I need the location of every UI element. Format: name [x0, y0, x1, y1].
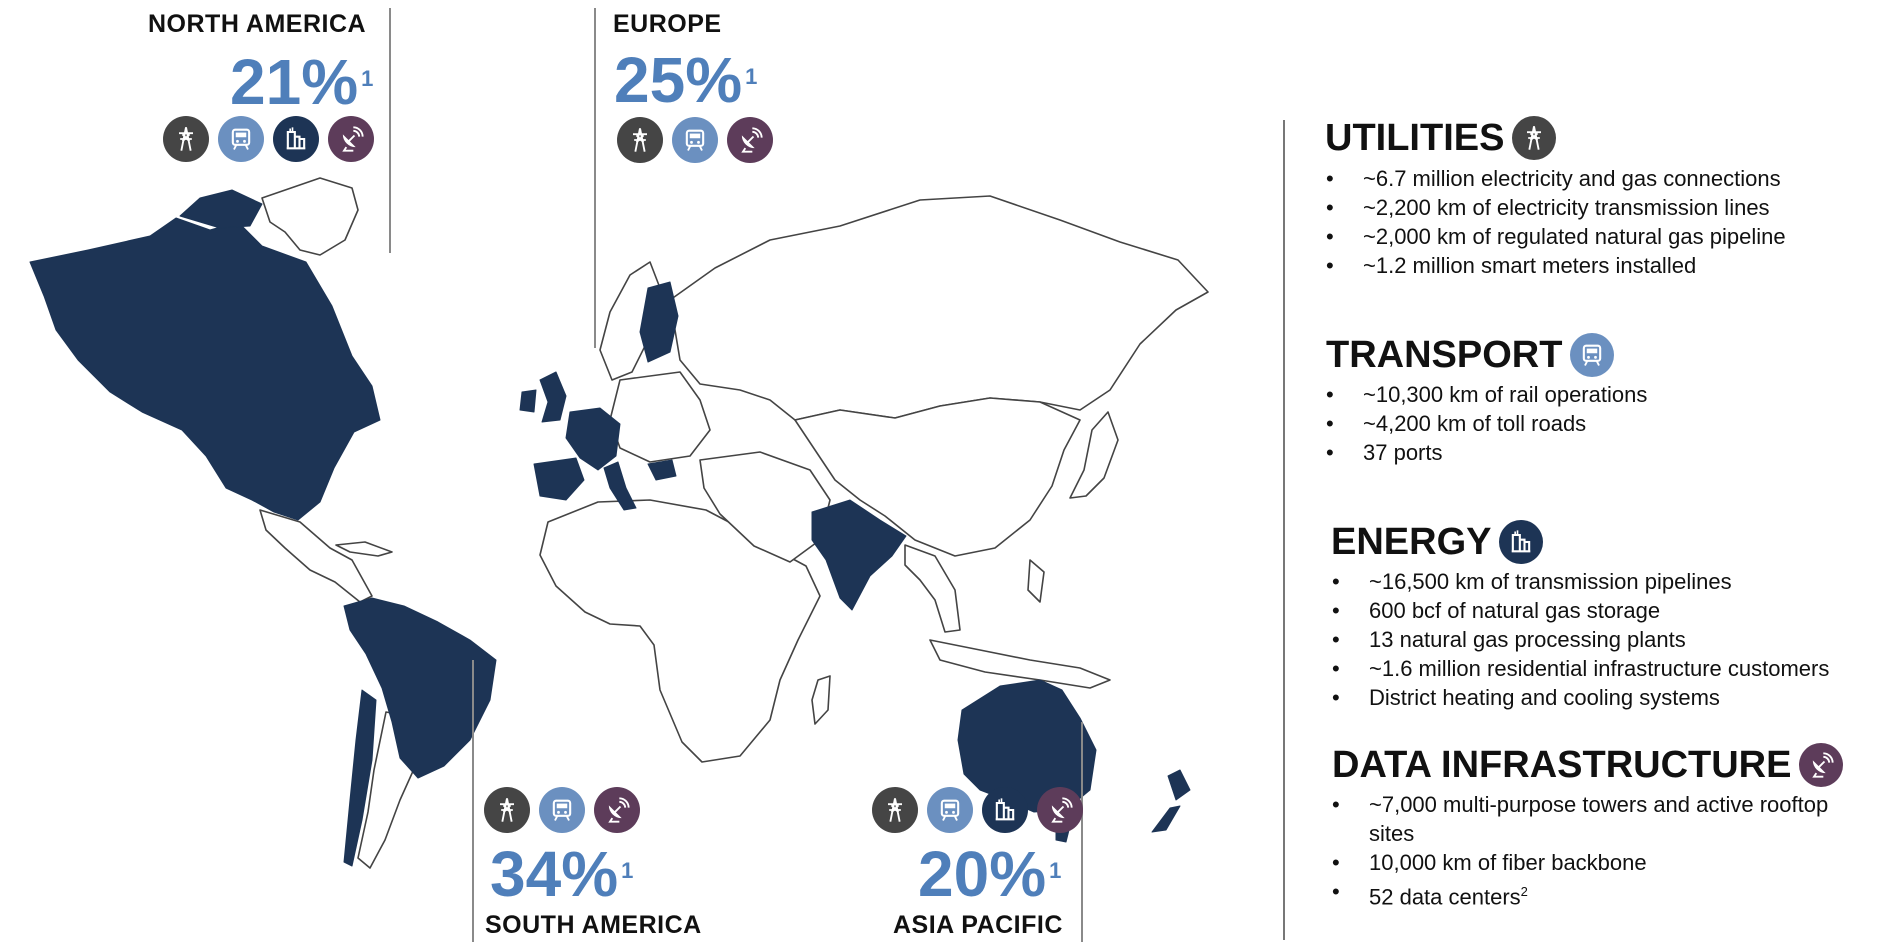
data-centers-footnote: 2	[1520, 884, 1528, 899]
europe-label: EUROPE	[613, 10, 722, 38]
europe-percent: 25% 1	[614, 44, 758, 116]
data-infrastructure-list: ~7,000 multi-purpose towers and active r…	[1332, 790, 1832, 911]
transport-icon	[672, 117, 718, 163]
list-item: District heating and cooling systems	[1332, 683, 1829, 712]
southeast-asia-shape	[904, 544, 961, 633]
transport-icon	[218, 116, 264, 162]
western-europe-shape	[565, 407, 621, 471]
energy-list: ~16,500 km of transmission pipelines 600…	[1332, 567, 1829, 712]
south-america-label: SOUTH AMERICA	[485, 911, 702, 939]
utilities-icon	[484, 787, 530, 833]
data-icon	[1037, 787, 1083, 833]
eastern-europe-shape	[609, 371, 711, 463]
chile-shape	[343, 689, 377, 867]
north-america-footnote: 1	[361, 66, 374, 91]
list-item: ~2,200 km of electricity transmission li…	[1326, 193, 1786, 222]
south-america-icons	[484, 787, 640, 833]
section-divider	[1283, 120, 1285, 940]
transport-title: TRANSPORT	[1326, 333, 1563, 376]
north-america-shape	[29, 217, 381, 521]
utilities-title: UTILITIES	[1325, 116, 1505, 159]
transport-icon	[1570, 333, 1615, 377]
iberia-shape	[533, 457, 585, 501]
south-america-leader-line	[472, 660, 474, 942]
asia-pacific-label: ASIA PACIFIC	[893, 911, 1063, 939]
north-america-leader-line	[389, 8, 391, 253]
list-item: 600 bcf of natural gas storage	[1332, 596, 1829, 625]
transport-list: ~10,300 km of rail operations ~4,200 km …	[1326, 380, 1647, 467]
new-zealand-shape	[1151, 769, 1191, 833]
transport-icon	[539, 787, 585, 833]
south-america-shape	[343, 597, 497, 779]
south-america-footnote: 1	[621, 858, 634, 883]
madagascar-shape	[811, 675, 831, 725]
philippines-shape	[1027, 559, 1045, 603]
transport-icon	[927, 787, 973, 833]
south-america-percent: 34% 1	[490, 838, 634, 910]
utilities-icon	[617, 117, 663, 163]
north-america-icons	[163, 116, 374, 162]
europe-footnote: 1	[745, 64, 758, 89]
arctic-islands-shape	[179, 189, 263, 229]
data-icon	[1799, 743, 1844, 787]
list-item: ~2,000 km of regulated natural gas pipel…	[1326, 222, 1786, 251]
asia-pacific-footnote: 1	[1049, 858, 1062, 883]
utilities-list: ~6.7 million electricity and gas connect…	[1326, 164, 1786, 280]
china-shape	[794, 397, 1081, 557]
list-item: ~7,000 multi-purpose towers and active r…	[1332, 790, 1832, 848]
utilities-icon	[872, 787, 918, 833]
central-america-shape	[259, 509, 373, 603]
energy-heading: ENERGY	[1331, 520, 1544, 564]
data-infrastructure-title: DATA INFRASTRUCTURE	[1332, 743, 1792, 786]
list-item: ~10,300 km of rail operations	[1326, 380, 1647, 409]
utilities-heading: UTILITIES	[1325, 116, 1557, 160]
north-america-label: NORTH AMERICA	[148, 10, 367, 38]
energy-title: ENERGY	[1331, 520, 1492, 563]
utilities-icon	[1512, 116, 1557, 160]
data-infrastructure-heading: DATA INFRASTRUCTURE	[1332, 743, 1844, 787]
ireland-shape	[519, 389, 537, 413]
energy-icon	[1499, 520, 1544, 564]
list-item: 37 ports	[1326, 438, 1647, 467]
europe-leader-line	[594, 8, 596, 348]
energy-icon	[273, 116, 319, 162]
europe-icons	[617, 117, 773, 163]
balkan-shape	[647, 459, 677, 481]
uk-shape	[539, 371, 567, 423]
caribbean-shape	[335, 541, 393, 557]
asia-pacific-percent: 20% 1	[918, 838, 1062, 910]
list-item: ~16,500 km of transmission pipelines	[1332, 567, 1829, 596]
indonesia-shape	[929, 639, 1111, 689]
list-item: 13 natural gas processing plants	[1332, 625, 1829, 654]
list-item: ~1.2 million smart meters installed	[1326, 251, 1786, 280]
italy-shape	[603, 461, 637, 511]
utilities-icon	[163, 116, 209, 162]
greenland-shape	[261, 177, 359, 256]
data-icon	[328, 116, 374, 162]
transport-heading: TRANSPORT	[1326, 333, 1615, 377]
north-america-percent: 21% 1	[230, 46, 374, 118]
asia-pacific-icons	[872, 787, 1083, 833]
finland-shape	[639, 281, 679, 363]
middle-east-shape	[699, 451, 831, 563]
russia-shape	[669, 195, 1209, 421]
list-item: ~1.6 million residential infrastructure …	[1332, 654, 1829, 683]
africa-shape	[539, 499, 821, 763]
list-item: ~4,200 km of toll roads	[1326, 409, 1647, 438]
list-item: ~6.7 million electricity and gas connect…	[1326, 164, 1786, 193]
data-icon	[727, 117, 773, 163]
energy-icon	[982, 787, 1028, 833]
list-item: 52 data centers2	[1332, 877, 1832, 911]
japan-shape	[1069, 411, 1119, 499]
list-item: 10,000 km of fiber backbone	[1332, 848, 1832, 877]
india-shape	[811, 499, 907, 611]
asia-pacific-leader-line	[1081, 722, 1083, 942]
data-icon	[594, 787, 640, 833]
